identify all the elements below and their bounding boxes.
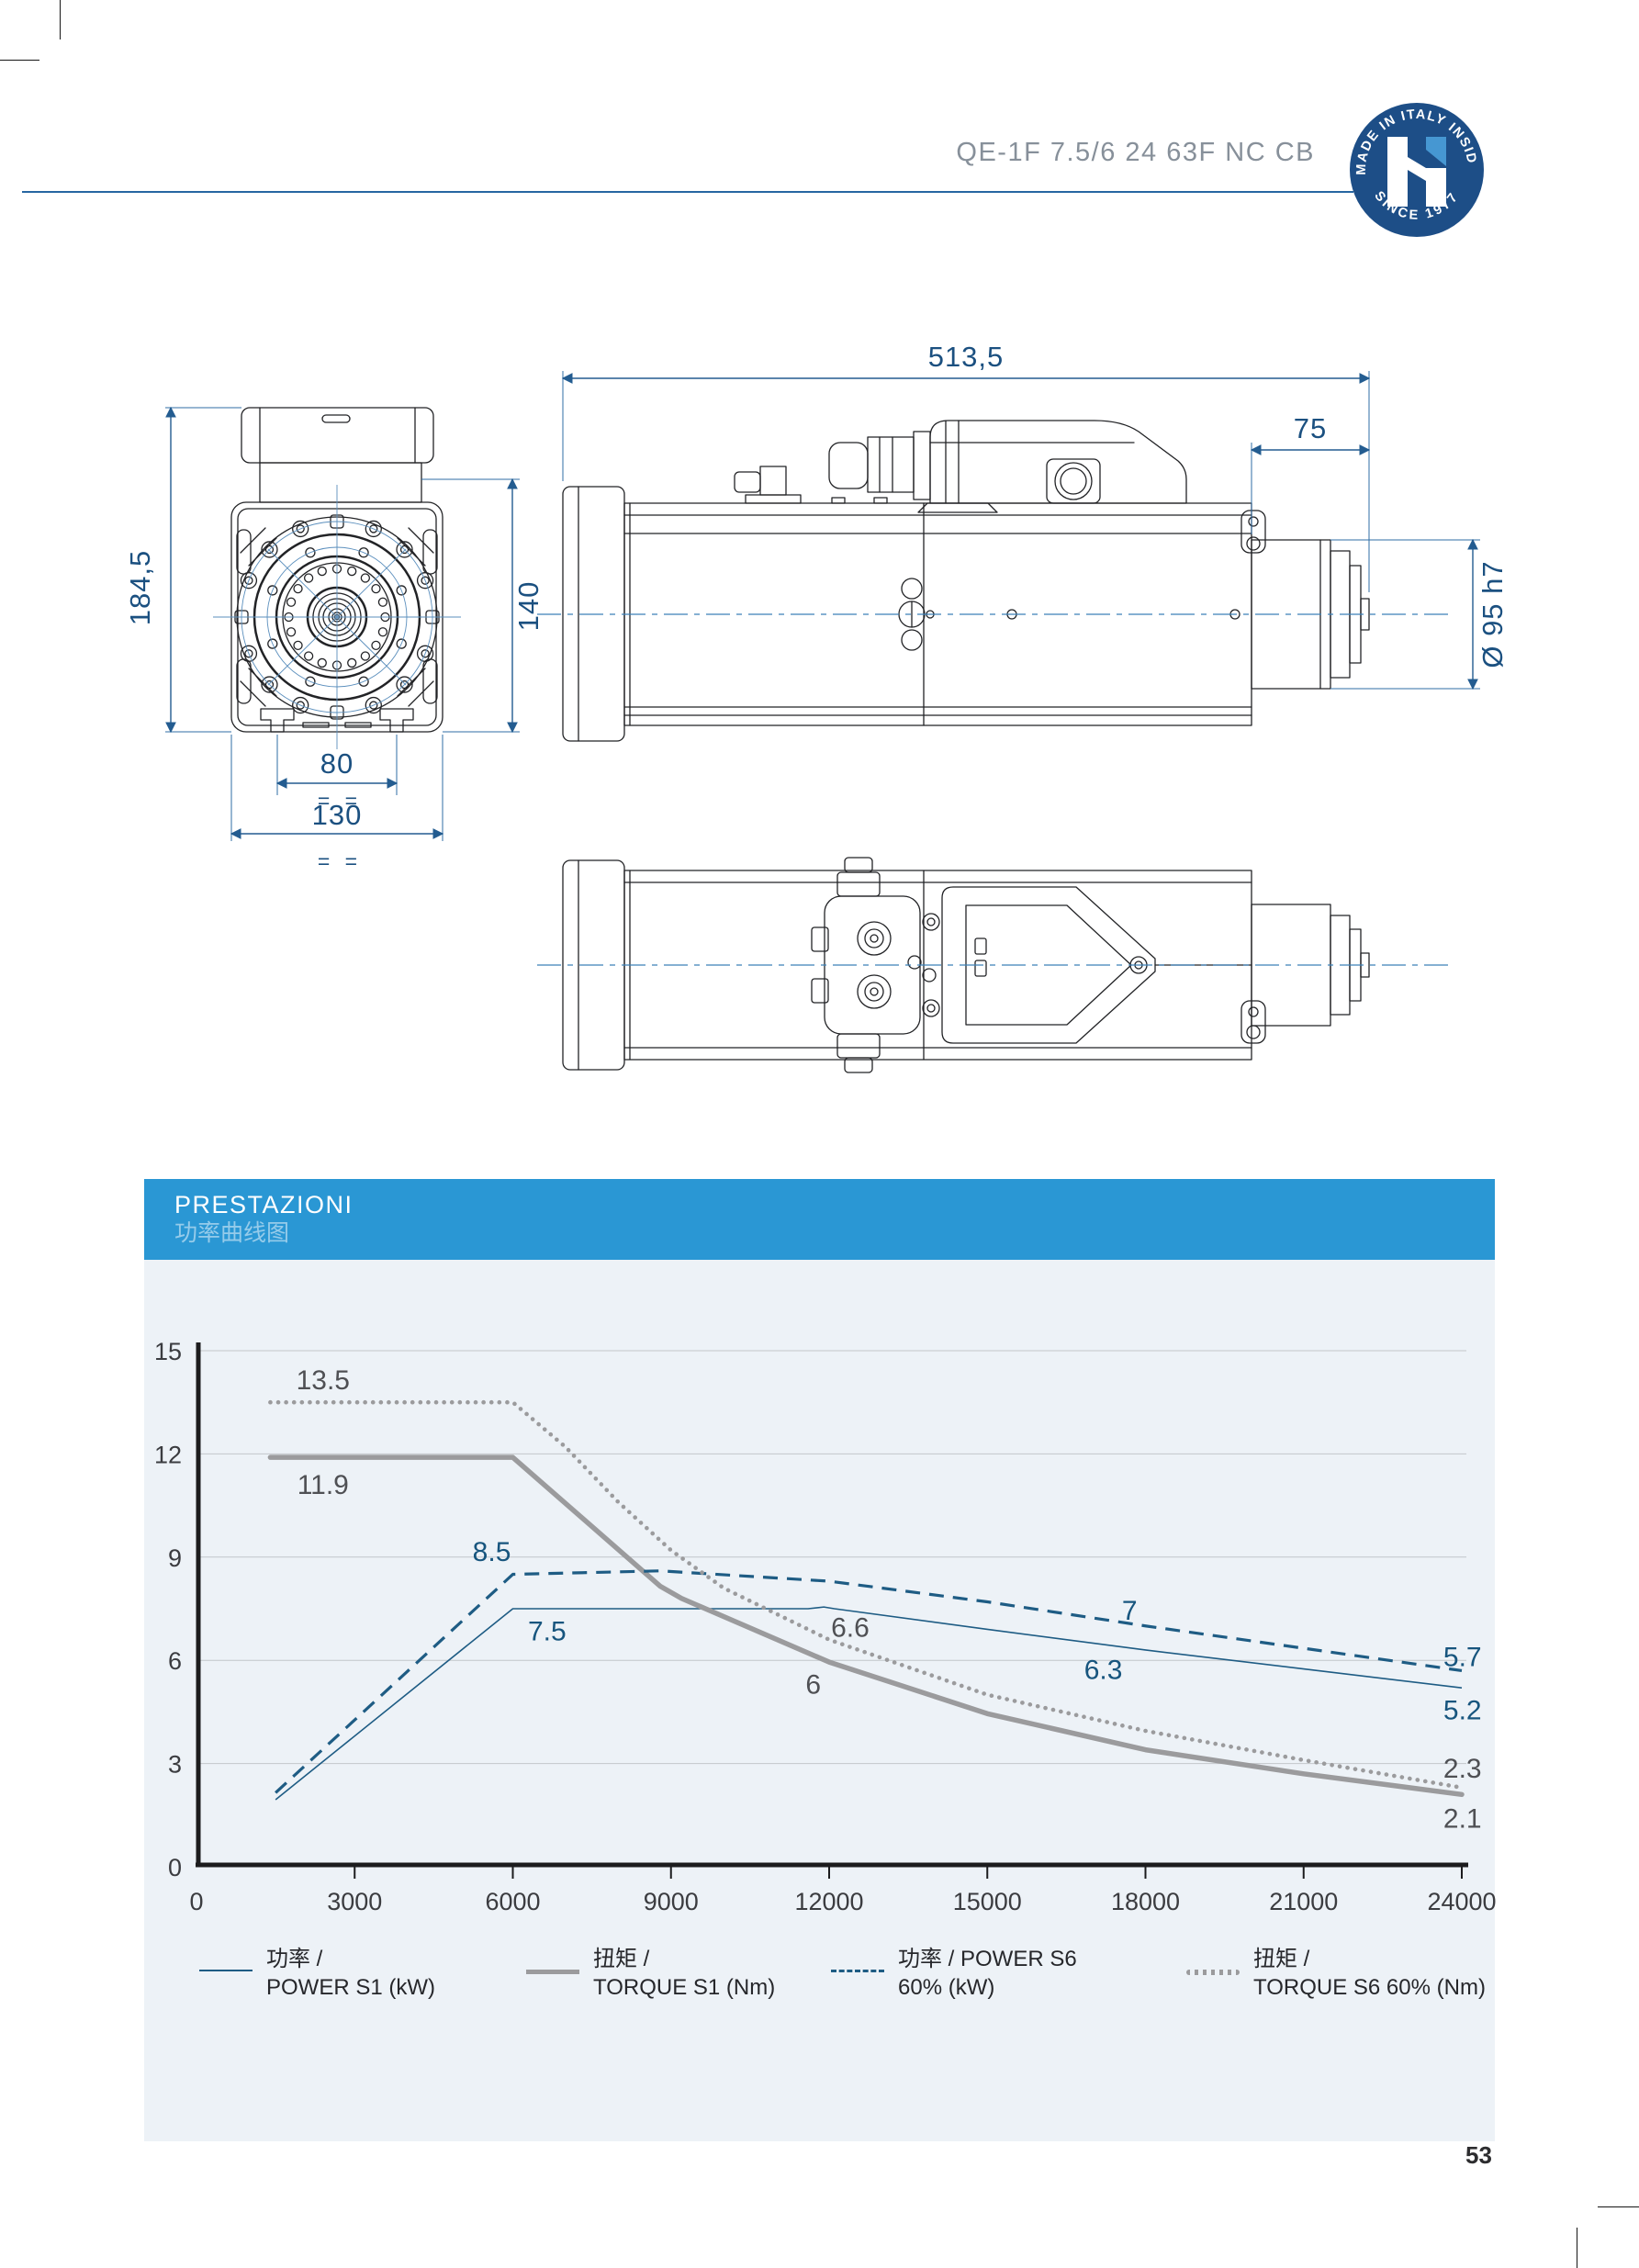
svg-text:13.5: 13.5: [297, 1365, 350, 1396]
page-title: QE-1F 7.5/6 24 63F NC CB: [956, 138, 1315, 167]
crop-mark: [1598, 2206, 1639, 2207]
dim-front-overall-height: 184,5: [124, 550, 156, 626]
legend-label: TORQUE S6 60% (Nm): [1253, 1975, 1486, 2000]
page-number: 53: [1465, 2141, 1492, 2169]
legend-label: 功率 /: [266, 1947, 323, 1971]
legend-item-power-s6: 功率 / POWER S6 60% (kW): [831, 1945, 1077, 2002]
legend-item-torque-s6: 扭矩 / TORQUE S6 60% (Nm): [1186, 1945, 1486, 2002]
svg-text:5.7: 5.7: [1443, 1642, 1482, 1672]
svg-text:11.9: 11.9: [297, 1470, 349, 1500]
legend-item-torque-s1: 扭矩 / TORQUE S1 (Nm): [526, 1945, 775, 2002]
dim-side-nose-diameter: Ø 95 h7: [1476, 560, 1509, 668]
legend-item-power-s1: 功率 / POWER S1 (kW): [199, 1945, 435, 2002]
header-divider: [22, 191, 1353, 193]
power-s1-line-icon: [199, 1970, 253, 1971]
svg-text:6.6: 6.6: [831, 1613, 870, 1644]
dim-front-body-height: 140: [512, 581, 544, 632]
svg-text:3000: 3000: [327, 1888, 382, 1915]
dim-front-sym-80: = =: [318, 789, 362, 813]
dim-side-nose-length: 75: [1294, 412, 1327, 444]
svg-text:5.2: 5.2: [1443, 1696, 1482, 1726]
svg-text:0: 0: [189, 1888, 203, 1915]
legend-label: 60% (kW): [898, 1975, 995, 2000]
chart-panel: [144, 1260, 1495, 2141]
crop-mark: [60, 0, 61, 39]
svg-text:2.3: 2.3: [1443, 1754, 1482, 1784]
svg-text:12: 12: [154, 1441, 182, 1468]
made-in-italy-badge-icon: MADE IN ITALY INSIDE SINCE 1977: [1350, 103, 1484, 237]
svg-text:7.5: 7.5: [528, 1616, 567, 1646]
svg-text:0: 0: [168, 1854, 182, 1881]
legend-label: 扭矩 /: [1253, 1947, 1310, 1971]
svg-text:15: 15: [154, 1338, 182, 1365]
svg-text:18000: 18000: [1111, 1888, 1180, 1915]
svg-text:9000: 9000: [644, 1888, 699, 1915]
legend-label: POWER S1 (kW): [266, 1975, 435, 2000]
dim-front-sym-130: = =: [318, 849, 362, 873]
legend-label: 扭矩 /: [593, 1947, 650, 1971]
svg-text:6: 6: [805, 1669, 821, 1700]
dim-front-slot-spacing: 80: [320, 747, 354, 780]
dim-side-overall-length: 513,5: [928, 341, 1005, 373]
power-s6-line-icon: [831, 1970, 884, 1972]
svg-text:8.5: 8.5: [473, 1537, 511, 1567]
hsd-h-logo-icon: [1387, 137, 1446, 207]
svg-text:2.1: 2.1: [1443, 1804, 1482, 1835]
legend-label: 功率 / POWER S6: [898, 1947, 1077, 1971]
front-view-drawing: 184,5 140 80 = = 130 = =: [124, 406, 544, 873]
svg-text:12000: 12000: [794, 1888, 863, 1915]
svg-text:6000: 6000: [485, 1888, 540, 1915]
section-header: PRESTAZIONI 功率曲线图: [144, 1179, 1495, 1260]
torque-s1-line-icon: [526, 1970, 579, 1974]
legend-label: TORQUE S1 (Nm): [593, 1975, 776, 2000]
side-view-drawing: 513,5 75 Ø 95 h7: [537, 341, 1509, 742]
svg-text:15000: 15000: [953, 1888, 1022, 1915]
crop-mark: [0, 60, 39, 61]
svg-text:3: 3: [168, 1751, 182, 1779]
svg-text:9: 9: [168, 1544, 182, 1572]
performance-chart: 0 3 6 9 12 15 0 3000 6000 9000 12000 15000 18000 2100…: [154, 1338, 1497, 1915]
svg-text:6: 6: [168, 1647, 182, 1675]
svg-text:24000: 24000: [1427, 1888, 1496, 1915]
svg-text:21000: 21000: [1269, 1888, 1338, 1915]
svg-text:6.3: 6.3: [1084, 1656, 1123, 1686]
torque-s6-line-icon: [1186, 1970, 1240, 1975]
section-subtitle: 功率曲线图: [174, 1220, 290, 1246]
dim-front-overall-width: 130: [312, 799, 363, 831]
bottom-view-drawing: [537, 857, 1449, 1073]
svg-text:7: 7: [1122, 1596, 1138, 1626]
technical-drawings: 184,5 140 80 = = 130 = =: [124, 341, 1509, 1073]
section-title: PRESTAZIONI: [174, 1191, 354, 1218]
